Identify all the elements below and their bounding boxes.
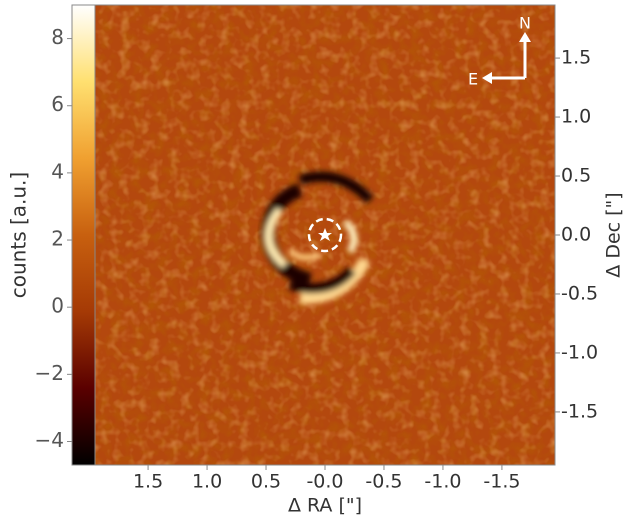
y-tick-label: 1.0 [561, 106, 591, 128]
y-tick-label: -0.5 [561, 282, 598, 304]
colorbar-tick-label: 4 [51, 159, 64, 183]
colorbar-tick-label: 8 [51, 25, 64, 49]
colorbar: counts [a.u.] −4 −2 0 2 4 6 8 [7, 4, 96, 466]
colorbar-tick-label: 0 [51, 294, 64, 318]
y-axis-label: Δ Dec ["] [603, 192, 625, 277]
colorbar-tick-label: 2 [51, 227, 64, 251]
colorbar-tick-label: −2 [35, 361, 64, 385]
y-tick-label: -1.0 [561, 341, 598, 363]
image [95, 5, 555, 465]
x-axis-label: Δ RA ["] [288, 495, 362, 517]
x-tick-label: -0.5 [365, 471, 402, 493]
colorbar-tick-label: 6 [51, 92, 64, 116]
y-tick-label: 0.5 [561, 165, 591, 187]
y-tick-label: -1.5 [561, 400, 598, 422]
compass-east: E [468, 70, 478, 89]
y-tick-label: 1.5 [561, 47, 591, 69]
compass-north: N [519, 14, 531, 33]
colorbar-tick-label: −4 [35, 428, 64, 452]
x-tick-label: 0.5 [251, 471, 281, 493]
y-tick-label: 0.0 [561, 224, 591, 246]
colorbar-label: counts [a.u.] [7, 172, 31, 298]
colorbar-bar [71, 4, 96, 466]
x-tick-label: 1.0 [192, 471, 222, 493]
x-tick-label: -1.5 [483, 471, 520, 493]
x-tick-label: 1.5 [133, 471, 163, 493]
x-tick-label: -1.0 [424, 471, 461, 493]
x-tick-label: -0.0 [306, 471, 343, 493]
compass: N E [468, 14, 531, 89]
